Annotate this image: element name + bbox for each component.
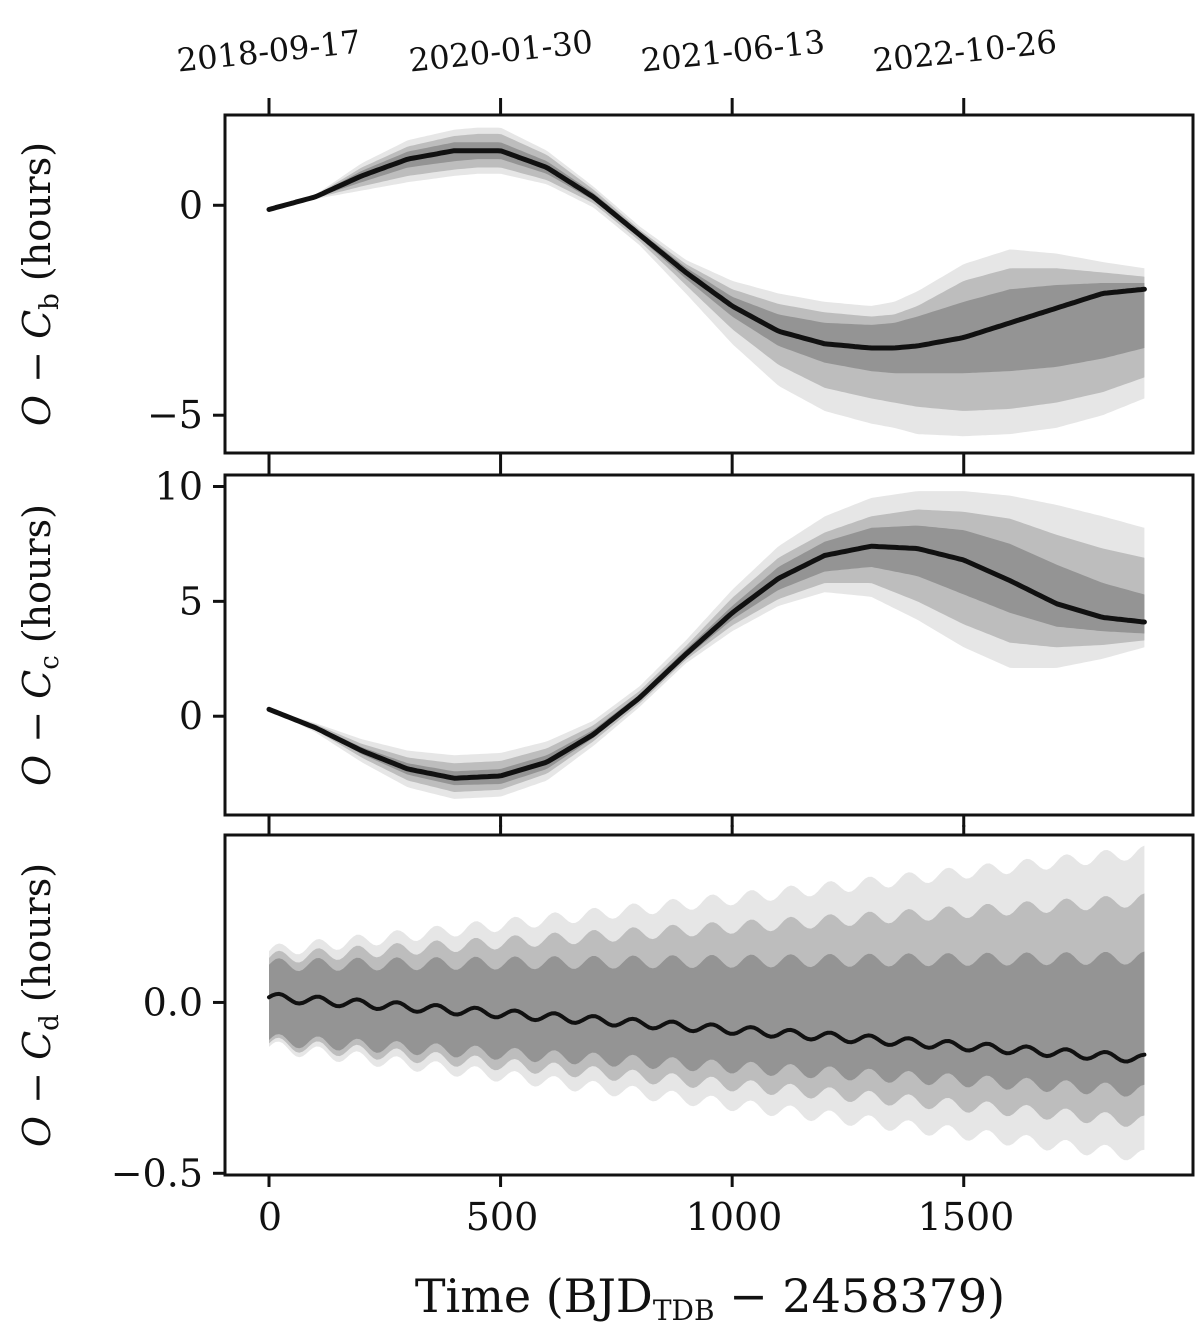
panel-c: 10 5 0 O − Cc (hours) <box>15 464 1195 827</box>
top-tick-label-3: 2022-10-26 <box>871 23 1058 80</box>
bottom-x-tick-labels: 0 500 1000 1500 <box>258 1195 1014 1239</box>
panel-d-y-ticks: 0.0 −0.5 <box>111 980 225 1195</box>
panel-d-y-tick-label-1: −0.5 <box>111 1151 203 1195</box>
panel-c-ylabel-main: O − C <box>15 670 59 786</box>
x-tick-label-1: 500 <box>466 1195 539 1239</box>
panel-b-ylabel-unit: (hours) <box>15 142 59 293</box>
panel-b-y-tick-label-1: −5 <box>147 393 203 437</box>
panel-c-frame <box>223 473 1195 817</box>
top-date-axis: 2018-09-17 2020-01-30 2021-06-13 2022-10… <box>175 23 1059 115</box>
panel-d-ylabel-main: O − C <box>15 1031 59 1147</box>
panel-b-ylabel-main: O − C <box>15 310 59 426</box>
top-tick-label-1: 2020-01-30 <box>407 23 594 80</box>
panel-d-ylabel-sub: d <box>35 1014 65 1031</box>
panel-d-median-line <box>267 991 1147 1064</box>
x-tick-label-3: 1500 <box>918 1195 1015 1239</box>
top-tick-label-2: 2021-06-13 <box>639 23 826 80</box>
panel-d-frame <box>223 833 1195 1177</box>
panel-c-ylabel-unit: (hours) <box>15 504 59 655</box>
panel-b-y-ticks: 0 −5 <box>147 183 225 437</box>
panel-b-frame <box>223 113 1195 455</box>
panel-c-y-axis-label: O − Cc (hours) <box>15 504 65 786</box>
x-axis-label-suffix: − 2458379) <box>715 1269 1006 1323</box>
panel-c-y-tick-label-0: 10 <box>155 464 203 508</box>
panel-c-band-1 <box>269 509 1145 792</box>
panel-c-bands <box>269 491 1145 799</box>
panel-b-median-line <box>266 148 1147 351</box>
panel-b-bands <box>269 127 1145 437</box>
panel-d: 0.0 −0.5 O − Cd (hours) <box>15 825 1195 1195</box>
x-axis-label: Time (BJDTDB − 2458379) <box>415 1269 1005 1327</box>
panel-c-y-tick-label-1: 5 <box>179 579 203 623</box>
panel-b-y-tick-label-0: 0 <box>179 183 203 227</box>
panel-b-band-2 <box>269 142 1145 374</box>
panel-b-x-ticks <box>267 453 966 465</box>
panel-c-y-ticks: 10 5 0 <box>155 464 225 738</box>
panel-d-ylabel-unit: (hours) <box>15 863 59 1014</box>
panel-d-y-axis-label: O − Cd (hours) <box>15 863 65 1147</box>
panel-c-ylabel-sub: c <box>35 655 65 670</box>
panel-c-median-line <box>266 543 1147 781</box>
panel-d-x-ticks <box>267 825 966 1187</box>
panel-c-y-tick-label-2: 0 <box>179 694 203 738</box>
panel-b-y-axis-label: O − Cb (hours) <box>15 142 65 426</box>
top-tick-label-0: 2018-09-17 <box>175 23 362 80</box>
panel-b: 0 −5 O − Cb (hours) <box>15 113 1195 465</box>
x-axis-label-main: Time (BJD <box>415 1269 653 1323</box>
x-tick-label-2: 1000 <box>686 1195 783 1239</box>
panel-b-ylabel-sub: b <box>35 293 65 310</box>
panel-d-y-tick-label-0: 0.0 <box>143 980 203 1024</box>
x-axis-label-sub: TDB <box>653 1294 715 1327</box>
x-tick-label-0: 0 <box>258 1195 282 1239</box>
